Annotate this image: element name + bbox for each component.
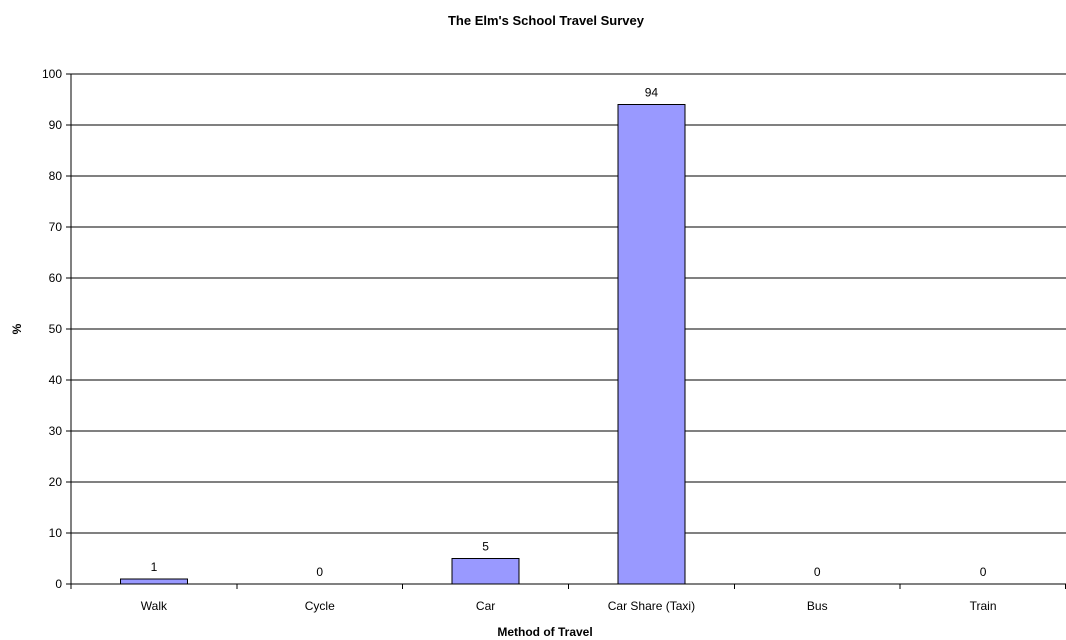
y-tick-label: 0 xyxy=(55,577,62,591)
y-tick-label: 80 xyxy=(49,169,63,183)
data-label: 5 xyxy=(482,540,489,554)
gridlines xyxy=(71,73,1066,534)
bars xyxy=(119,104,686,585)
y-tick-label: 50 xyxy=(49,322,63,336)
data-label: 94 xyxy=(645,86,659,100)
y-tick-label: 20 xyxy=(49,475,63,489)
data-label: 0 xyxy=(316,565,323,579)
bar-car xyxy=(451,558,520,585)
x-tick-label: Car xyxy=(476,599,495,613)
x-tick-label: Walk xyxy=(141,599,168,613)
y-tick-label: 100 xyxy=(42,67,62,81)
y-tick-label: 70 xyxy=(49,220,63,234)
x-tick-label: Train xyxy=(970,599,997,613)
chart-title: The Elm's School Travel Survey xyxy=(448,13,645,28)
data-label: 0 xyxy=(980,565,987,579)
x-tick-label: Cycle xyxy=(305,599,335,613)
bar-walk xyxy=(119,578,188,585)
y-tick-label: 40 xyxy=(49,373,63,387)
x-axis-title: Method of Travel xyxy=(497,625,592,639)
x-tick-label: Bus xyxy=(807,599,828,613)
y-tick-label: 30 xyxy=(49,424,63,438)
y-tick-label: 90 xyxy=(49,118,63,132)
y-axis-ticks: 0 10 20 30 40 50 60 70 80 90 100 xyxy=(42,67,71,591)
x-tick-label: Car Share (Taxi) xyxy=(608,599,695,613)
data-label: 1 xyxy=(151,560,158,574)
y-tick-label: 10 xyxy=(49,526,63,540)
y-axis-title: % xyxy=(10,323,24,334)
y-tick-label: 60 xyxy=(49,271,63,285)
x-axis-ticks: Walk Cycle Car Car Share (Taxi) Bus Train xyxy=(70,584,1066,613)
data-labels: 1 0 5 94 0 0 xyxy=(151,86,987,579)
bar-car-share-taxi xyxy=(617,104,686,585)
data-label: 0 xyxy=(814,565,821,579)
